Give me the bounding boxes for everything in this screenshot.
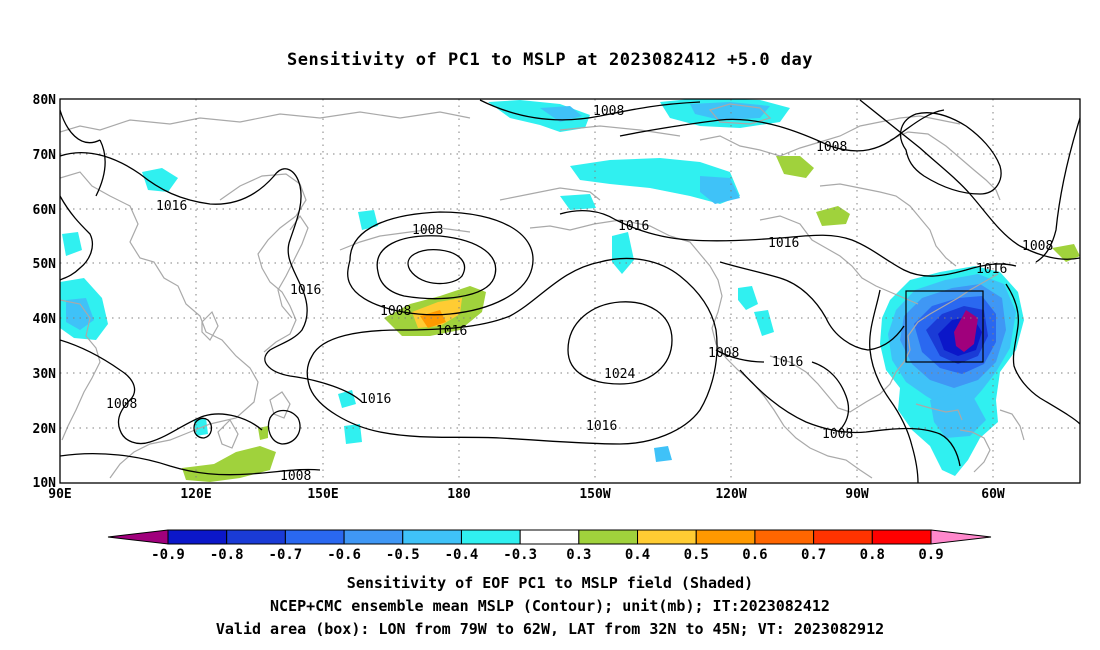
colorbar-end-high [930, 529, 992, 545]
lon-label: 60W [981, 487, 1005, 502]
colorbar-label: -0.5 [386, 547, 420, 563]
lat-label: 70N [33, 148, 57, 163]
colorbar-label: 0.5 [684, 547, 709, 563]
colorbar-segment [226, 529, 286, 545]
contour-label: 1016 [976, 262, 1007, 277]
lat-label: 10N [33, 476, 57, 491]
colorbar-segment [695, 529, 756, 545]
colorbar-segment [402, 529, 462, 545]
lat-label: 60N [33, 203, 57, 218]
colorbar-label: 0.9 [918, 547, 943, 563]
sensitivity-shading [60, 99, 1080, 482]
coastlines [60, 103, 1025, 479]
colorbar-label: -0.4 [445, 547, 479, 563]
contour-label: 1008 [708, 346, 739, 361]
mslp-contours [60, 99, 1080, 483]
colorbar-segment [284, 529, 345, 545]
lon-label: 120W [715, 487, 746, 502]
contour-labels: 1008 1008 1016 1016 1008 1008 1016 1008 … [106, 104, 1053, 484]
contour-label: 1008 [593, 104, 624, 119]
contour-label: 1016 [768, 236, 799, 251]
lon-label: 90W [845, 487, 869, 502]
colorbar-label: -0.8 [210, 547, 244, 563]
latitude-labels: 80N 70N 60N 50N 40N 30N 20N 10N [33, 93, 57, 491]
caption-valid-area: Valid area (box): LON from 79W to 62W, L… [215, 620, 885, 638]
longitude-labels: 90E 120E 150E 180 150W 120W 90W 60W [48, 487, 1005, 502]
colorbar-segment [519, 529, 580, 545]
lon-label: 90E [48, 487, 71, 502]
colorbar-segment [460, 529, 521, 545]
caption-shading: Sensitivity of EOF PC1 to MSLP field (Sh… [346, 574, 754, 592]
lat-label: 30N [33, 367, 57, 382]
colorbar-label: 0.3 [566, 547, 591, 563]
colorbar: -0.9 -0.8 -0.7 -0.6 -0.5 -0.4 -0.3 0.3 0.4 0.5 0.6… [107, 529, 992, 563]
colorbar-label: -0.3 [503, 547, 537, 563]
contour-label: 1016 [360, 392, 391, 407]
colorbar-label: -0.6 [327, 547, 361, 563]
colorbar-segment [813, 529, 873, 545]
contour-label: 1008 [822, 427, 853, 442]
colorbar-label: 0.4 [625, 547, 650, 563]
colorbar-segment [637, 529, 697, 545]
graticule [60, 99, 1080, 483]
map-title: Sensitivity of PC1 to MSLP at 2023082412… [286, 50, 813, 70]
lat-label: 50N [33, 257, 57, 272]
contour-label: 1016 [618, 219, 649, 234]
colorbar-label: 0.8 [860, 547, 885, 563]
contour-label: 1008 [816, 140, 847, 155]
contour-label: 1016 [586, 419, 617, 434]
lon-label: 120E [180, 487, 211, 502]
valid-area-box [905, 290, 984, 363]
colorbar-segment [754, 529, 815, 545]
contour-label: 1016 [290, 283, 321, 298]
contour-label: 1016 [156, 199, 187, 214]
contour-label: 1024 [604, 367, 635, 382]
colorbar-segment [167, 529, 228, 545]
colorbar-label: 0.7 [801, 547, 826, 563]
map-frame [59, 98, 1081, 484]
colorbar-label: 0.6 [742, 547, 767, 563]
colorbar-label: -0.7 [269, 547, 303, 563]
lon-label: 180 [447, 487, 471, 502]
colorbar-end-low [107, 529, 169, 545]
contour-label: 1016 [772, 355, 803, 370]
colorbar-segment [871, 529, 932, 545]
contour-label: 1016 [436, 324, 467, 339]
lon-label: 150E [307, 487, 338, 502]
lat-label: 20N [33, 422, 57, 437]
contour-label: 1008 [380, 304, 411, 319]
contour-label: 1008 [106, 397, 137, 412]
contour-label: 1008 [280, 469, 311, 484]
colorbar-label: -0.9 [151, 547, 185, 563]
contour-label: 1008 [1022, 239, 1053, 254]
lat-label: 40N [33, 312, 57, 327]
contour-label: 1008 [412, 223, 443, 238]
colorbar-segment [578, 529, 639, 545]
colorbar-segment [343, 529, 404, 545]
lat-label: 80N [33, 93, 57, 108]
lon-label: 150W [579, 487, 610, 502]
caption-contour: NCEP+CMC ensemble mean MSLP (Contour); u… [270, 597, 830, 615]
